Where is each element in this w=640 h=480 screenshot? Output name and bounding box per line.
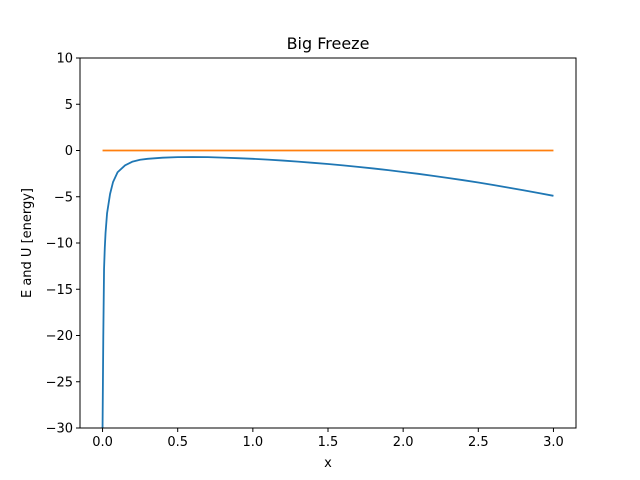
series-1-line: [101, 156, 554, 429]
y-axis: 10 5 0 −5 −10 −15 −20 −25 −30: [46, 52, 80, 437]
y-tick-label: −10: [46, 237, 73, 252]
x-tick-label: 2.0: [393, 435, 414, 450]
y-tick-label: −30: [46, 422, 73, 437]
x-axis-label: x: [324, 456, 332, 471]
chart-title: Big Freeze: [287, 34, 370, 53]
x-axis: 0.0 0.5 1.0 1.5 2.0 2.5 3.0: [92, 428, 564, 450]
x-tick-label: 2.5: [468, 435, 489, 450]
series-layer: [101, 149, 554, 429]
x-tick-label: 0.0: [92, 435, 113, 450]
x-tick-label: 3.0: [543, 435, 564, 450]
y-tick-label: 0: [65, 144, 73, 159]
x-tick-label: 1.5: [318, 435, 339, 450]
x-tick-label: 1.0: [243, 435, 264, 450]
y-tick-label: 10: [56, 52, 73, 67]
y-tick-label: −5: [54, 190, 73, 205]
y-tick-label: −20: [46, 329, 73, 344]
y-axis-label: E and U [energy]: [20, 188, 35, 298]
y-tick-label: −25: [46, 375, 73, 390]
y-tick-label: 5: [65, 98, 73, 113]
x-tick-label: 0.5: [167, 435, 188, 450]
y-tick-label: −15: [46, 283, 73, 298]
